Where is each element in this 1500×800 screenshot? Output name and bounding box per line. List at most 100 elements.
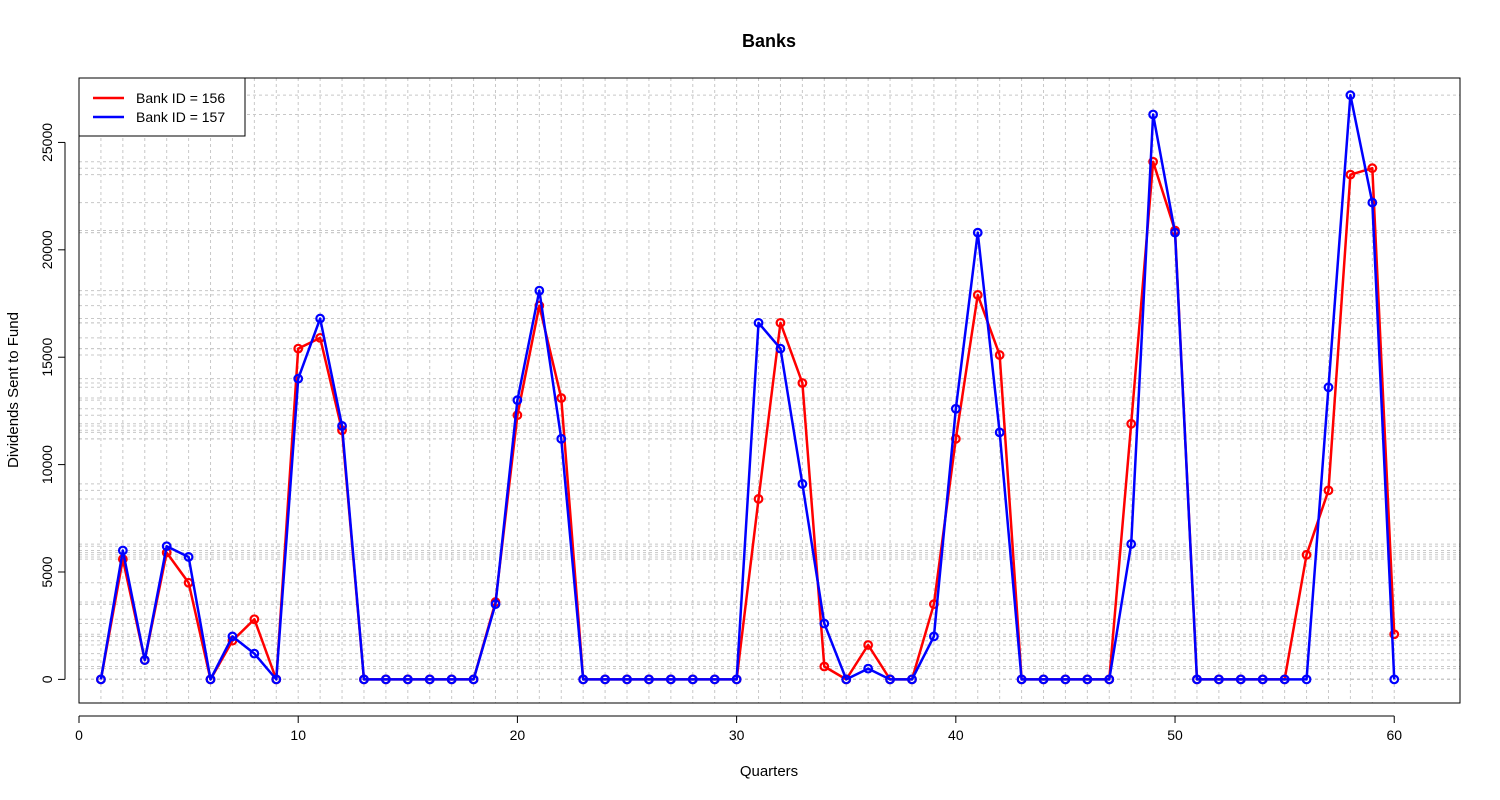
x-tick-label: 60 [1386,727,1402,743]
data-point [337,421,347,431]
data-point [819,661,830,672]
y-tick-label: 20000 [39,230,55,269]
data-point [271,674,282,685]
y-tick-label: 25000 [39,123,55,162]
data-point [863,663,874,674]
data-point [1104,674,1115,685]
legend: Bank ID = 156 Bank ID = 157 [78,77,246,137]
data-point [205,674,216,685]
data-point [468,674,479,685]
data-point [797,479,808,489]
data-point [1126,539,1137,549]
data-point [819,618,830,629]
data-point [380,674,391,685]
series-line-1 [99,93,1396,681]
data-point [1367,197,1378,208]
x-tick-label: 40 [948,727,964,743]
data-point [709,674,720,685]
data-point [1279,674,1290,685]
data-point [665,674,676,685]
data-point [972,290,983,300]
data-point [1170,227,1180,238]
data-point [1323,485,1334,496]
data-point [1323,382,1334,393]
x-axis: 0 10 20 30 40 50 60 [75,715,1402,743]
y-tick-label: 0 [39,675,55,683]
data-point [1345,90,1356,101]
data-point [1148,109,1159,120]
data-point [775,317,786,328]
x-tick-label: 0 [75,727,83,743]
data-point [972,227,983,238]
data-point [775,343,786,354]
plot-border [78,77,1461,704]
y-tick-label: 5000 [39,556,55,587]
grid-lines [79,78,1460,703]
data-point [731,674,742,685]
data-point [1345,169,1356,180]
data-point [950,403,961,414]
data-point [1213,674,1224,685]
data-point [687,674,698,685]
data-point [622,674,632,685]
data-point [315,313,326,324]
data-point [359,674,369,685]
data-point [293,373,304,384]
chart-title: Banks [742,31,796,51]
data-point [994,350,1005,360]
data-point [402,674,413,685]
x-tick-label: 20 [510,727,526,743]
x-tick-label: 10 [290,727,306,743]
data-point [293,343,304,354]
data-point [1148,156,1159,167]
data-point [556,393,567,403]
data-point [907,674,917,685]
data-point [753,317,764,328]
data-point [1257,674,1268,685]
data-point [556,433,567,444]
data-point [1389,629,1400,640]
x-axis-label: Quarters [740,763,798,780]
data-point [644,674,654,685]
y-tick-label: 10000 [39,445,55,484]
legend-label-bank-156: Bank ID = 156 [136,90,225,106]
data-point [1126,418,1137,429]
data-point [161,541,172,552]
data-point [1389,674,1400,685]
legend-box [78,77,246,137]
data-point [1038,674,1049,685]
data-point [1060,674,1071,685]
data-point [249,648,260,659]
data-point [929,631,939,642]
y-tick-label: 15000 [39,338,55,377]
data-point [512,395,523,406]
data-point [139,655,150,665]
data-point [994,427,1005,438]
data-point [885,674,895,685]
data-point [1301,674,1312,685]
data-point [863,640,874,650]
data-point [1192,674,1202,685]
y-axis-label: Dividends Sent to Fund [5,312,22,468]
data-point [117,545,128,556]
data-point [490,599,501,610]
data-point [96,674,106,685]
data-point [1367,163,1378,174]
data-point [227,631,238,642]
data-point [249,614,260,625]
x-tick-label: 50 [1167,727,1183,743]
legend-label-bank-157: Bank ID = 157 [136,109,225,125]
data-point [534,285,545,296]
y-axis: 0 5000 10000 15000 20000 25000 [39,123,66,683]
series-1 [96,90,1400,685]
data-point [841,674,852,685]
data-point [1235,674,1246,685]
data-point [1301,549,1312,560]
data-point [797,378,808,388]
data-point [446,674,457,685]
data-point [183,552,194,562]
x-tick-label: 30 [729,727,745,743]
data-point [753,494,764,504]
data-point [1082,674,1093,685]
